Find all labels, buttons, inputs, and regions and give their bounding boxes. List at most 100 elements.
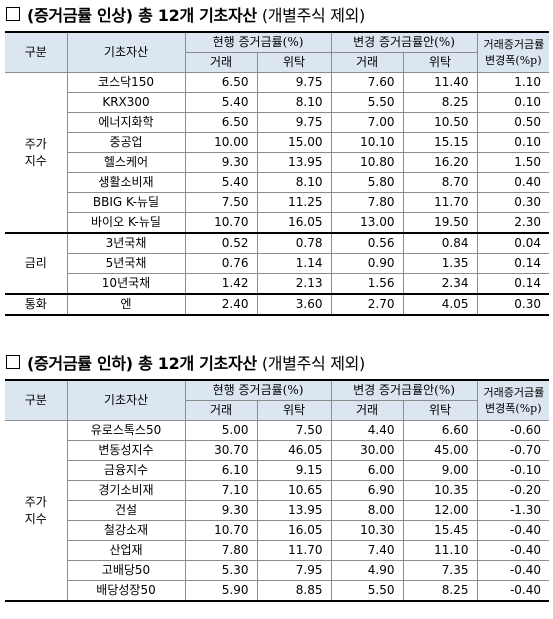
margin-increase-table: 구분 기초자산 현행 증거금률(%) 변경 증거금률안(%) 거래증거금률 변경… [5, 31, 550, 316]
changed-trust-cell: 11.70 [402, 192, 478, 213]
section1-note: (개별주식 제외) [261, 6, 366, 25]
table-row: 통화 엔 2.40 3.60 2.70 4.05 0.30 [5, 293, 550, 316]
current-trade-cell: 9.30 [184, 152, 258, 173]
table-row: 중공업 10.00 15.00 10.10 15.15 0.10 [5, 132, 550, 153]
table-row: 철강소재 10.70 16.05 10.30 15.45 -0.40 [5, 520, 550, 541]
table-row: 경기소비재 7.10 10.65 6.90 10.35 -0.20 [5, 480, 550, 501]
changed-trust-cell: 2.34 [402, 273, 478, 295]
header-changed-trust: 위탁 [402, 400, 478, 421]
changed-trade-cell: 4.40 [330, 420, 404, 441]
changed-trade-cell: 6.90 [330, 480, 404, 501]
table-row: 변동성지수 30.70 46.05 30.00 45.00 -0.70 [5, 440, 550, 461]
asset-name-cell: 유로스톡스50 [66, 420, 186, 441]
changed-trade-cell: 6.00 [330, 460, 404, 481]
changed-trust-cell: 9.00 [402, 460, 478, 481]
asset-name-cell: 3년국채 [66, 232, 186, 254]
current-trade-cell: 6.50 [184, 112, 258, 133]
current-trust-cell: 9.75 [256, 72, 332, 93]
changed-trust-cell: 11.40 [402, 72, 478, 93]
changed-trust-cell: 16.20 [402, 152, 478, 173]
table-row: 바이오 K-뉴딜 10.70 16.05 13.00 19.50 2.30 [5, 212, 550, 234]
asset-name-cell: 엔 [66, 293, 186, 316]
header-changed-trust: 위탁 [402, 52, 478, 73]
asset-name-cell: 경기소비재 [67, 480, 186, 501]
group-label: 금리 [5, 232, 68, 295]
table-row: 주가 지수 유로스톡스50 5.00 7.50 4.40 6.60 -0.60 [5, 420, 550, 602]
current-trust-cell: 8.10 [256, 92, 332, 113]
changed-trust-cell: 8.25 [402, 92, 478, 113]
table-row: 배당성장50 5.90 8.85 5.50 8.25 -0.40 [5, 580, 550, 602]
asset-name-cell: 에너지화학 [67, 112, 186, 133]
group-label-line1: 주가 [24, 136, 47, 151]
table-row: 건설 9.30 13.95 8.00 12.00 -1.30 [5, 500, 550, 521]
table-row: 주가 지수 코스닥150 6.50 9.75 7.60 11.40 1.10 [5, 72, 550, 234]
current-trust-cell: 15.00 [256, 132, 332, 153]
changed-trust-cell: 11.10 [402, 540, 478, 561]
changed-trade-cell: 2.70 [330, 293, 404, 316]
delta-cell: 0.10 [476, 92, 550, 113]
asset-name-cell: 건설 [67, 500, 186, 521]
current-trust-cell: 7.95 [256, 560, 332, 581]
section1-heading: (증거금률 인상) 총 12개 기초자산 [27, 6, 257, 25]
asset-name-cell: 금융지수 [67, 460, 186, 481]
current-trade-cell: 7.50 [184, 192, 258, 213]
section2-heading: (증거금률 인하) 총 12개 기초자산 [27, 354, 257, 373]
section2-title: (증거금률 인하) 총 12개 기초자산 (개별주식 제외) [6, 350, 365, 374]
group-label-line1: 주가 [24, 494, 47, 509]
changed-trade-cell: 0.90 [330, 253, 404, 274]
current-trade-cell: 6.50 [184, 72, 258, 93]
table-row: 10년국채 1.42 2.13 1.56 2.34 0.14 [5, 273, 550, 295]
asset-name-cell: 배당성장50 [67, 580, 186, 602]
header-delta-line2: 변경폭(%p) [485, 401, 542, 415]
current-trade-cell: 0.76 [184, 253, 258, 274]
table-row: 5년국채 0.76 1.14 0.90 1.35 0.14 [5, 253, 550, 274]
changed-trust-cell: 10.35 [402, 480, 478, 501]
table-row: 에너지화학 6.50 9.75 7.00 10.50 0.50 [5, 112, 550, 133]
header-delta: 거래증거금률 변경폭(%p) [476, 31, 550, 73]
current-trade-cell: 5.00 [184, 420, 258, 441]
header-current-rate: 현행 증거금률(%) [184, 379, 332, 401]
changed-trust-cell: 8.25 [402, 580, 478, 602]
current-trade-cell: 2.40 [184, 293, 258, 316]
asset-name-cell: 산업재 [67, 540, 186, 561]
current-trade-cell: 1.42 [184, 273, 258, 295]
header-changed-rate: 변경 증거금률안(%) [330, 31, 478, 53]
current-trust-cell: 10.65 [256, 480, 332, 501]
current-trust-cell: 16.05 [256, 520, 332, 541]
changed-trust-cell: 0.84 [402, 232, 478, 254]
changed-trade-cell: 10.80 [330, 152, 404, 173]
header-current-trust: 위탁 [256, 400, 332, 421]
changed-trust-cell: 45.00 [402, 440, 478, 461]
group-label: 주가 지수 [5, 72, 68, 234]
current-trust-cell: 7.50 [256, 420, 332, 441]
group-label-line2: 지수 [24, 511, 47, 526]
delta-cell: -0.40 [476, 520, 550, 541]
current-trust-cell: 13.95 [256, 152, 332, 173]
changed-trade-cell: 5.50 [330, 580, 404, 602]
asset-name-cell: 중공업 [67, 132, 186, 153]
header-delta: 거래증거금률 변경폭(%p) [476, 379, 550, 421]
header-current-trade: 거래 [185, 52, 258, 73]
header-delta-line1: 거래증거금률 [483, 385, 545, 399]
current-trade-cell: 10.70 [184, 520, 258, 541]
current-trust-cell: 0.78 [256, 232, 332, 254]
current-trust-cell: 2.13 [256, 273, 332, 295]
current-trade-cell: 0.52 [184, 232, 258, 254]
changed-trust-cell: 7.35 [402, 560, 478, 581]
delta-cell: 0.10 [476, 132, 550, 153]
current-trade-cell: 30.70 [184, 440, 258, 461]
delta-cell: 1.10 [476, 72, 550, 93]
changed-trade-cell: 7.00 [330, 112, 404, 133]
changed-trust-cell: 12.00 [402, 500, 478, 521]
changed-trade-cell: 7.80 [330, 192, 404, 213]
header-delta-line1: 거래증거금률 [483, 37, 545, 51]
current-trust-cell: 9.75 [256, 112, 332, 133]
current-trade-cell: 7.80 [184, 540, 258, 561]
asset-name-cell: 바이오 K-뉴딜 [67, 212, 186, 234]
current-trade-cell: 10.70 [184, 212, 258, 234]
changed-trust-cell: 10.50 [402, 112, 478, 133]
delta-cell: 0.30 [476, 293, 550, 316]
current-trust-cell: 3.60 [256, 293, 332, 316]
section1-title: (증거금률 인상) 총 12개 기초자산 (개별주식 제외) [6, 2, 365, 26]
